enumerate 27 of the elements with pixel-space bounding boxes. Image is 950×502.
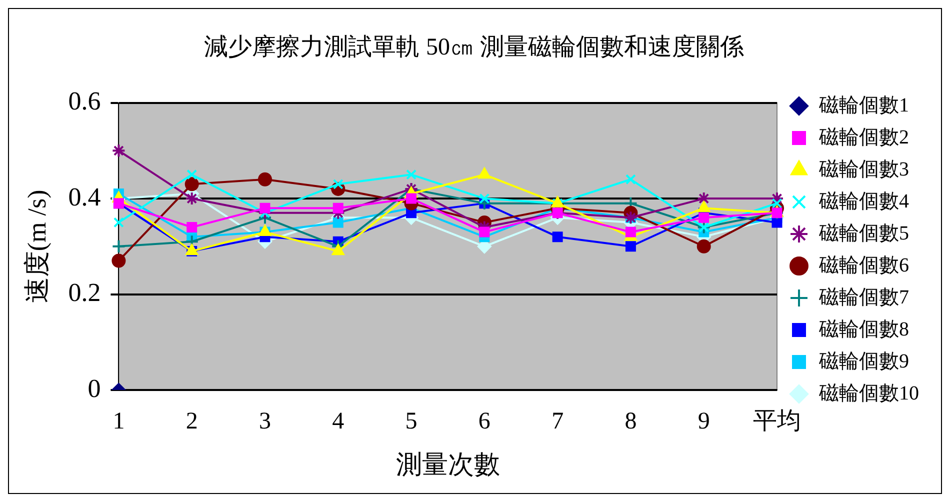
x-tick-label: 5 xyxy=(405,408,418,435)
legend-label: 磁輪個數1 xyxy=(818,94,909,116)
chart-title: 減少摩擦力測試單軌 50㎝ 測量磁輪個數和速度關係 xyxy=(204,34,744,61)
x-tick-label: 1 xyxy=(112,408,125,435)
y-axis-title: 速度(m /s) xyxy=(22,190,52,304)
legend-label: 磁輪個數4 xyxy=(818,190,909,212)
x-tick-label: 3 xyxy=(258,408,271,435)
y-tick-label: 0.4 xyxy=(68,182,101,212)
y-tick-label: 0 xyxy=(88,374,101,403)
x-tick-label: 2 xyxy=(186,408,198,435)
legend-label: 磁輪個數5 xyxy=(818,222,909,244)
legend-label: 磁輪個數10 xyxy=(818,382,919,404)
x-axis-title: 測量次數 xyxy=(396,450,500,480)
x-tick-label: 7 xyxy=(552,408,564,435)
x-tick-label: 9 xyxy=(698,408,710,435)
legend-label: 磁輪個數6 xyxy=(818,254,909,276)
x-tick-label: 6 xyxy=(478,408,490,435)
legend-label: 磁輪個數3 xyxy=(818,158,909,180)
x-tick-label: 8 xyxy=(624,408,637,435)
legend-label: 磁輪個數8 xyxy=(818,318,909,340)
x-tick-label: 4 xyxy=(332,408,344,435)
legend-label: 磁輪個數9 xyxy=(818,350,909,372)
y-tick-label: 0.6 xyxy=(68,86,101,116)
legend-label: 磁輪個數7 xyxy=(818,286,909,308)
y-tick-label: 0.2 xyxy=(68,278,101,308)
legend-label: 磁輪個數2 xyxy=(818,126,909,148)
x-tick-label: 平均 xyxy=(753,408,801,435)
